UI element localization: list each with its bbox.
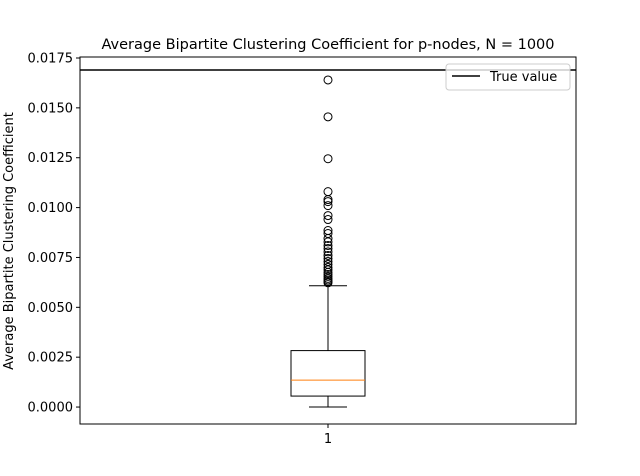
outlier-point <box>323 229 333 239</box>
y-tick-label: 0.0075 <box>28 251 74 266</box>
outlier-point <box>323 250 333 260</box>
y-tick-label: 0.0150 <box>28 101 74 116</box>
x-tick-label: 1 <box>324 432 332 447</box>
outlier-point <box>323 112 333 122</box>
legend-box <box>445 63 571 91</box>
y-axis-label-group: Average Bipartite Clustering Coefficient <box>2 112 17 370</box>
x-ticks: 1 <box>324 424 332 447</box>
outlier-point <box>323 259 333 269</box>
outlier-point <box>323 187 333 197</box>
y-tick-label: 0.0025 <box>28 351 74 366</box>
y-tick-label: 0.0100 <box>28 201 74 216</box>
outlier-point <box>323 262 333 272</box>
outlier-point <box>323 154 333 164</box>
outlier-point <box>323 253 333 263</box>
iqr-box <box>290 350 366 397</box>
outlier-point <box>323 195 333 205</box>
plot-frame <box>79 56 577 425</box>
outlier-point <box>323 243 333 253</box>
y-tick-label: 0.0125 <box>28 151 74 166</box>
y-tick-label: 0.0000 <box>28 401 74 416</box>
chart-title: Average Bipartite Clustering Coefficient… <box>101 37 554 53</box>
outlier-point <box>323 247 333 257</box>
outlier-point <box>323 256 333 266</box>
outlier-point <box>323 240 333 250</box>
y-tick-label: 0.0175 <box>28 51 74 66</box>
outlier-point <box>323 201 333 211</box>
y-tick-label: 0.0050 <box>28 301 74 316</box>
legend-label-true-value: True value <box>489 70 557 85</box>
legend: True value <box>445 63 571 91</box>
y-axis-label: Average Bipartite Clustering Coefficient <box>2 112 17 370</box>
outlier-point <box>323 226 333 236</box>
outlier-point <box>323 75 333 85</box>
outlier-point <box>323 211 333 221</box>
plot-layer <box>80 69 576 408</box>
y-ticks: 0.0000 0.0025 0.0050 0.0075 0.0100 0.0125 0.01… <box>28 51 80 416</box>
outlier-point <box>323 215 333 225</box>
